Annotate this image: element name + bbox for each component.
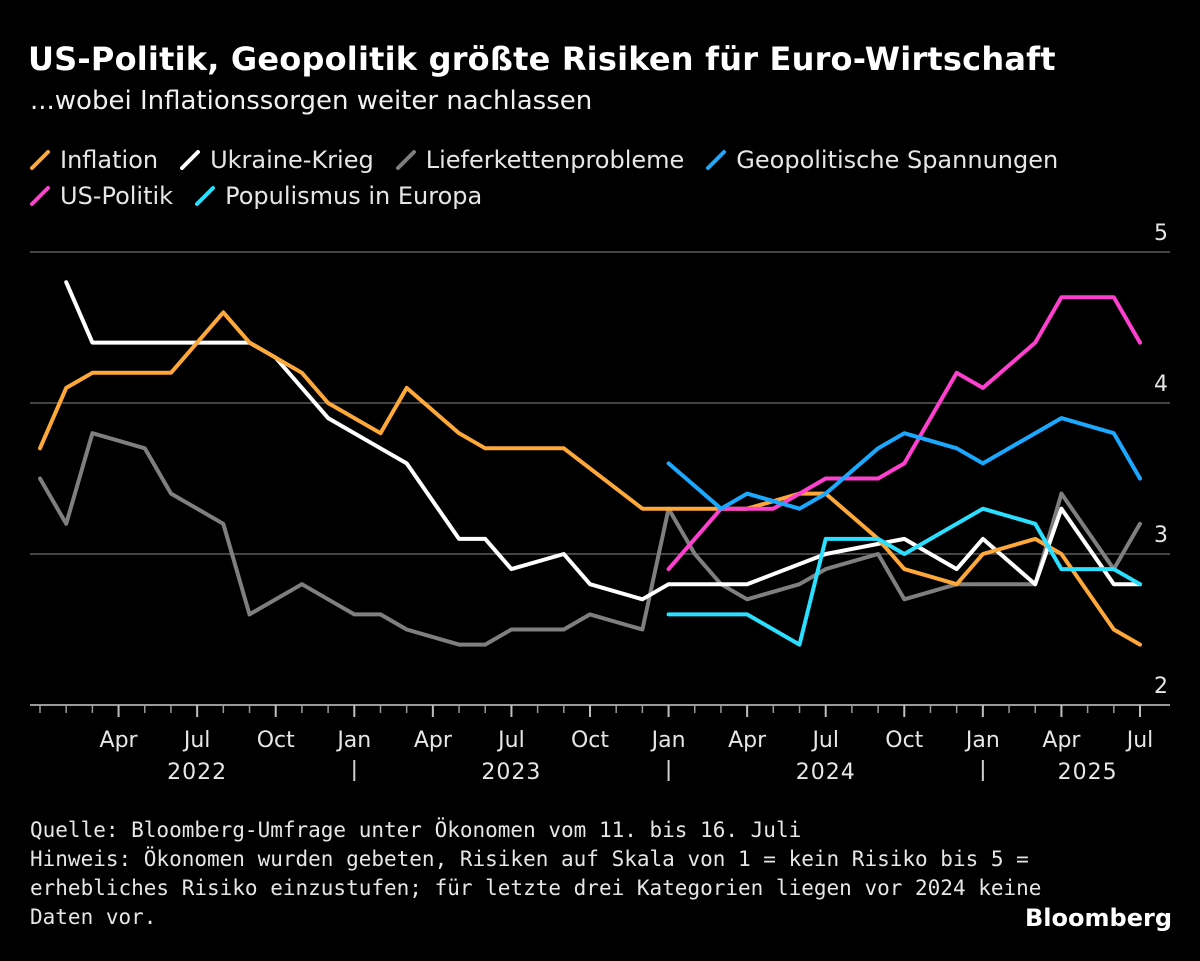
year-label: 2022	[167, 760, 227, 785]
legend-label: Geopolitische Spannungen	[736, 146, 1059, 174]
x-tick-label: Apr	[1042, 728, 1081, 753]
legend-label: Inflation	[60, 146, 159, 174]
legend-swatch-icon	[706, 150, 727, 170]
series-line-us-politik	[666, 295, 1142, 572]
x-tick-label: Jul	[1125, 728, 1154, 753]
legend-item-geopolitische-spannungen: Geopolitische Spannungen	[706, 146, 1058, 174]
legend-swatch-icon	[395, 150, 416, 170]
footnote: Quelle: Bloomberg-Umfrage unter Ökonomen…	[30, 816, 1042, 932]
legend-label: Ukraine-Krieg	[210, 146, 374, 174]
source-line: Quelle: Bloomberg-Umfrage unter Ökonomen…	[30, 818, 802, 842]
note-line: Hinweis: Ökonomen wurden gebeten, Risike…	[30, 847, 1029, 871]
series-line-inflation	[38, 310, 1142, 647]
legend-row: Inflation Ukraine-Krieg Lieferkettenprob…	[30, 142, 1180, 178]
line-chart: 2 3 4 5 Apr Jul Oct Jan Apr Jul Oct Jan Apr Jul Oct Jan…	[30, 221, 1170, 785]
y-tick-label: 2	[1154, 674, 1168, 699]
legend-swatch-icon	[195, 186, 216, 206]
x-tick-label: Jul	[810, 728, 839, 753]
legend-item-inflation: Inflation	[30, 146, 158, 174]
x-tick-label: Oct	[257, 728, 295, 753]
y-tick-label: 5	[1154, 221, 1168, 246]
series-line-ukraine-krieg	[64, 280, 1142, 602]
chart-title: US-Politik, Geopolitik größte Risiken fü…	[28, 40, 1056, 78]
series-line-populismus-in-europa	[666, 506, 1142, 647]
series-line-geopolitische-spannungen	[666, 416, 1142, 511]
legend-item-ukraine-krieg: Ukraine-Krieg	[180, 146, 374, 174]
year-label: 2025	[1058, 760, 1118, 785]
legend-swatch-icon	[30, 186, 50, 206]
x-tick-label: Jan	[650, 728, 686, 753]
x-tick-label: Jan	[335, 728, 371, 753]
note-line: erhebliches Risiko einzustufen; für letz…	[30, 876, 1042, 900]
legend-label: Lieferkettenprobleme	[425, 146, 685, 174]
legend-label: US-Politik	[60, 182, 174, 210]
legend: Inflation Ukraine-Krieg Lieferkettenprob…	[30, 142, 1180, 214]
y-tick-label: 3	[1154, 523, 1168, 548]
x-tick-label: Apr	[100, 728, 139, 753]
y-tick-label: 4	[1154, 372, 1168, 397]
x-tick-label: Jul	[496, 728, 525, 753]
x-tick-label: Oct	[571, 728, 609, 753]
x-tick-label: Apr	[728, 728, 767, 753]
legend-item-us-politik: US-Politik	[30, 182, 173, 210]
note-line: Daten vor.	[30, 905, 157, 929]
series-line-lieferkettenprobleme	[38, 431, 1142, 647]
legend-row: US-Politik Populismus in Europa	[30, 178, 1180, 214]
chart-subtitle: ...wobei Inflationssorgen weiter nachlas…	[30, 86, 593, 116]
legend-item-lieferkettenprobleme: Lieferkettenprobleme	[395, 146, 685, 174]
year-label: 2023	[481, 760, 541, 785]
legend-item-populismus-in-europa: Populismus in Europa	[195, 182, 482, 210]
x-tick-label: Oct	[885, 728, 923, 753]
x-tick-label: Jan	[964, 728, 1000, 753]
legend-swatch-icon	[180, 150, 201, 170]
x-tick-label: Apr	[414, 728, 453, 753]
legend-label: Populismus in Europa	[225, 182, 483, 210]
bloomberg-logo: Bloomberg	[1025, 904, 1172, 932]
legend-swatch-icon	[30, 150, 50, 170]
year-label: 2024	[796, 760, 856, 785]
x-tick-label: Jul	[182, 728, 211, 753]
